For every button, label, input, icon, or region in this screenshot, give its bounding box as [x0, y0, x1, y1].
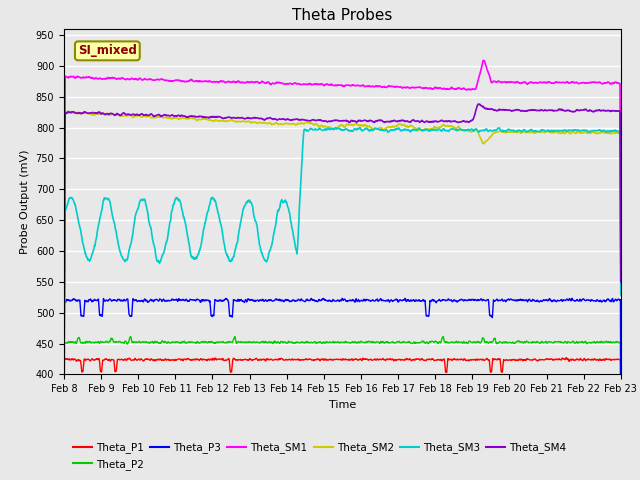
Theta_SM1 — [170, 78, 178, 84]
Theta_SM2 — [184, 116, 192, 122]
Theta_P1 — [246, 356, 254, 362]
Theta_SM1 — [502, 80, 509, 85]
Theta_P2 — [60, 432, 68, 438]
Theta_P1 — [551, 357, 559, 363]
Theta_P2 — [617, 433, 625, 439]
Theta_SM1 — [246, 79, 254, 85]
Theta_SM1 — [184, 79, 191, 84]
Theta_P2 — [502, 339, 509, 345]
Theta_P3 — [246, 297, 254, 303]
Theta_SM2 — [429, 126, 437, 132]
Line: Theta_P1: Theta_P1 — [64, 358, 621, 447]
Theta_SM3 — [356, 125, 364, 131]
Theta_SM1 — [429, 86, 436, 92]
Line: Theta_SM4: Theta_SM4 — [64, 104, 621, 367]
Line: Theta_SM3: Theta_SM3 — [64, 128, 621, 418]
Theta_P3 — [429, 298, 436, 303]
Theta_P1 — [617, 444, 625, 449]
Theta_SM4 — [170, 114, 178, 120]
Theta_SM4 — [617, 279, 625, 285]
Theta_SM2 — [246, 120, 254, 125]
X-axis label: Time: Time — [329, 400, 356, 409]
Theta_SM2 — [171, 115, 179, 121]
Theta_SM3 — [170, 200, 178, 205]
Theta_P3 — [617, 404, 625, 409]
Theta_SM1 — [60, 346, 68, 352]
Theta_SM3 — [617, 291, 625, 297]
Theta_P2 — [429, 339, 436, 345]
Theta_SM4 — [502, 107, 509, 113]
Theta_SM4 — [551, 108, 559, 113]
Theta_P1 — [429, 356, 436, 362]
Theta_P3 — [551, 297, 559, 303]
Text: SI_mixed: SI_mixed — [78, 44, 137, 57]
Theta_P2 — [184, 339, 191, 345]
Theta_SM2 — [551, 129, 559, 134]
Theta_SM3 — [502, 128, 509, 134]
Theta_SM3 — [429, 127, 437, 133]
Theta_SM3 — [551, 128, 559, 134]
Theta_SM4 — [184, 114, 191, 120]
Theta_P1 — [60, 444, 68, 450]
Theta_P3 — [502, 299, 509, 304]
Line: Theta_P2: Theta_P2 — [64, 336, 621, 436]
Theta_SM3 — [184, 234, 191, 240]
Theta_SM1 — [551, 80, 559, 85]
Theta_SM4 — [475, 101, 483, 107]
Line: Theta_P3: Theta_P3 — [64, 298, 621, 409]
Theta_SM3 — [60, 415, 68, 420]
Theta_P2 — [439, 334, 447, 339]
Theta_P1 — [502, 357, 509, 363]
Theta_P2 — [246, 339, 254, 345]
Theta_P1 — [184, 356, 191, 362]
Theta_SM1 — [479, 58, 487, 63]
Theta_SM4 — [60, 364, 68, 370]
Line: Theta_SM1: Theta_SM1 — [64, 60, 621, 349]
Theta_SM3 — [246, 200, 254, 205]
Theta_P3 — [568, 295, 576, 301]
Theta_SM2 — [65, 108, 72, 114]
Theta_SM2 — [60, 364, 68, 370]
Theta_P2 — [170, 339, 178, 345]
Theta_SM1 — [617, 260, 625, 266]
Theta_P3 — [60, 406, 68, 412]
Theta_SM2 — [617, 292, 625, 298]
Theta_P2 — [551, 339, 559, 345]
Title: Theta Probes: Theta Probes — [292, 9, 392, 24]
Theta_P1 — [170, 358, 178, 363]
Y-axis label: Probe Output (mV): Probe Output (mV) — [20, 149, 30, 254]
Line: Theta_SM2: Theta_SM2 — [64, 111, 621, 367]
Theta_P3 — [170, 297, 178, 303]
Legend: Theta_P1, Theta_P2, Theta_P3, Theta_SM1, Theta_SM2, Theta_SM3, Theta_SM4: Theta_P1, Theta_P2, Theta_P3, Theta_SM1,… — [69, 438, 570, 474]
Theta_P1 — [563, 355, 570, 360]
Theta_SM4 — [429, 119, 436, 125]
Theta_SM4 — [246, 116, 254, 121]
Theta_SM2 — [502, 130, 509, 135]
Theta_P3 — [184, 298, 191, 303]
